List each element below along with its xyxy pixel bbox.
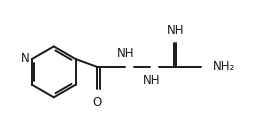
Text: NH: NH xyxy=(142,74,160,87)
Text: N: N xyxy=(21,52,30,65)
Text: NH: NH xyxy=(117,47,135,60)
Text: NH₂: NH₂ xyxy=(213,60,235,74)
Text: NH: NH xyxy=(167,24,184,37)
Text: O: O xyxy=(93,96,102,109)
